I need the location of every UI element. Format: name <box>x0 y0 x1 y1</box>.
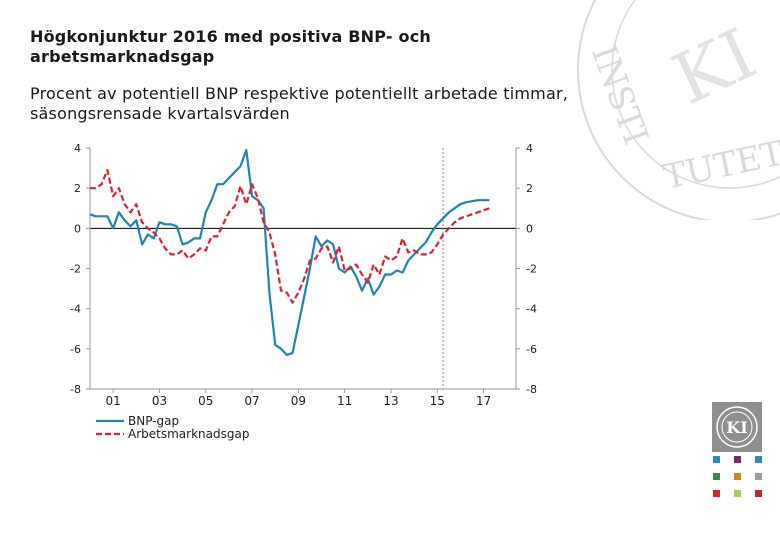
y-tick-label-right: -4 <box>526 303 537 316</box>
y-tick-label-right: -2 <box>526 263 537 276</box>
x-tick-label: 01 <box>106 394 121 408</box>
x-tick-label: 15 <box>430 394 445 408</box>
logo-text: KI <box>726 418 747 437</box>
x-tick-label: 17 <box>476 394 491 408</box>
y-tick-label-right: -6 <box>526 343 537 356</box>
y-tick-label-left: -4 <box>70 303 81 316</box>
logo-background <box>712 402 762 452</box>
x-tick-label: 09 <box>291 394 306 408</box>
y-tick-label-left: 0 <box>74 222 81 235</box>
x-tick-label: 03 <box>152 394 167 408</box>
x-tick-label: 11 <box>337 394 352 408</box>
color-swatch <box>713 473 720 480</box>
arbetsmarknadsgap-series-line <box>90 169 490 304</box>
y-tick-label-left: -6 <box>70 343 81 356</box>
color-swatch <box>734 473 741 480</box>
color-swatch <box>755 490 762 497</box>
legend-label-arbetsmarknadsgap: Arbetsmarknadsgap <box>128 427 249 441</box>
color-swatch <box>734 456 741 463</box>
color-swatch <box>713 490 720 497</box>
chart-title: Högkonjunktur 2016 med positiva BNP- och… <box>30 27 431 66</box>
y-tick-label-left: -8 <box>70 383 81 396</box>
watermark-inner-ring <box>611 0 780 189</box>
institute-seal-watermark: INSTI TUTET KI <box>577 0 780 220</box>
logo-inner-circle <box>721 411 753 443</box>
bnp-gap-series-line <box>89 148 490 356</box>
y-tick-label-right: 4 <box>526 142 533 155</box>
chart-subtitle: Procent av potentiell BNP respektive pot… <box>30 84 569 123</box>
color-swatch <box>755 473 762 480</box>
y-tick-label-right: -8 <box>526 383 537 396</box>
color-swatch <box>734 490 741 497</box>
color-swatch <box>713 456 720 463</box>
legend-label-bnp-gap: BNP-gap <box>128 414 179 428</box>
y-tick-label-left: 4 <box>74 142 81 155</box>
y-tick-label-left: -2 <box>70 263 81 276</box>
logo-outer-circle <box>716 406 758 448</box>
x-tick-label: 13 <box>383 394 398 408</box>
watermark-outer-ring <box>577 0 780 220</box>
x-tick-label: 05 <box>198 394 213 408</box>
color-swatch <box>755 456 762 463</box>
y-tick-label-left: 2 <box>74 182 81 195</box>
ki-logo: KI <box>712 402 762 452</box>
y-tick-label-right: 0 <box>526 222 533 235</box>
x-tick-label: 07 <box>244 394 259 408</box>
y-tick-label-right: 2 <box>526 182 533 195</box>
